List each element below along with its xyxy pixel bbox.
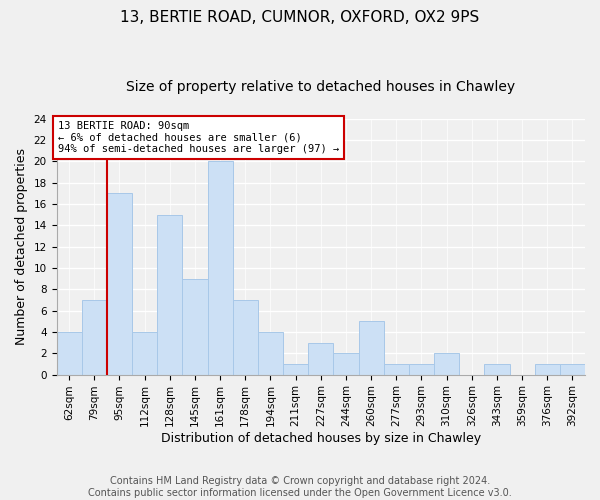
- Bar: [157, 214, 182, 374]
- Bar: [82, 300, 107, 374]
- Bar: [359, 322, 383, 374]
- Text: 13 BERTIE ROAD: 90sqm
← 6% of detached houses are smaller (6)
94% of semi-detach: 13 BERTIE ROAD: 90sqm ← 6% of detached h…: [58, 121, 339, 154]
- Text: Contains HM Land Registry data © Crown copyright and database right 2024.
Contai: Contains HM Land Registry data © Crown c…: [88, 476, 512, 498]
- Bar: [308, 342, 334, 374]
- Bar: [258, 332, 283, 374]
- Bar: [208, 162, 233, 374]
- Bar: [283, 364, 308, 374]
- Bar: [107, 194, 132, 374]
- X-axis label: Distribution of detached houses by size in Chawley: Distribution of detached houses by size …: [161, 432, 481, 445]
- Bar: [434, 354, 459, 374]
- Bar: [409, 364, 434, 374]
- Bar: [56, 332, 82, 374]
- Bar: [560, 364, 585, 374]
- Y-axis label: Number of detached properties: Number of detached properties: [15, 148, 28, 345]
- Bar: [334, 354, 359, 374]
- Bar: [535, 364, 560, 374]
- Bar: [233, 300, 258, 374]
- Bar: [484, 364, 509, 374]
- Text: 13, BERTIE ROAD, CUMNOR, OXFORD, OX2 9PS: 13, BERTIE ROAD, CUMNOR, OXFORD, OX2 9PS: [121, 10, 479, 25]
- Bar: [132, 332, 157, 374]
- Bar: [182, 278, 208, 374]
- Bar: [383, 364, 409, 374]
- Title: Size of property relative to detached houses in Chawley: Size of property relative to detached ho…: [126, 80, 515, 94]
